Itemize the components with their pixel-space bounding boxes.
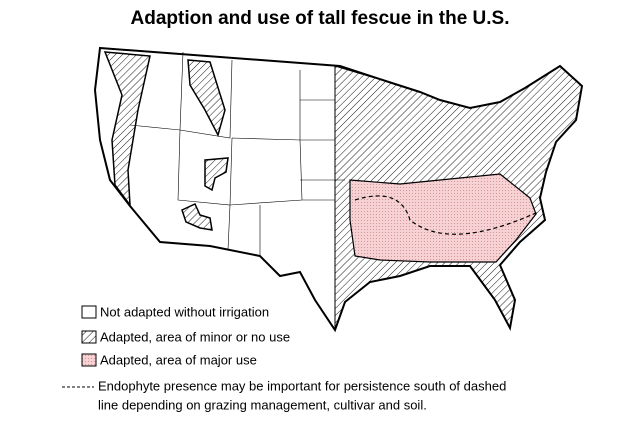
legend-swatch: [81, 330, 97, 344]
state-borders: [129, 51, 345, 256]
legend-label: Adapted, area of minor or no use: [100, 329, 290, 344]
west-patch: [187, 59, 226, 138]
legend: Not adapted without irrigation Adapted, …: [62, 304, 506, 412]
major-use-region: [349, 173, 537, 263]
legend-note: line depending on grazing management, cu…: [98, 397, 427, 412]
map-title: Adaption and use of tall fescue in the U…: [131, 8, 510, 29]
legend-swatch: [81, 305, 97, 319]
west-patch: [181, 203, 213, 231]
legend-label: Not adapted without irrigation: [100, 304, 269, 319]
endophyte-line: [354, 195, 539, 235]
legend-swatch: [81, 353, 97, 367]
us-map: [93, 46, 584, 333]
west-patch: [204, 157, 229, 192]
west-patch: [103, 51, 151, 208]
legend-label: Adapted, area of major use: [100, 352, 257, 367]
legend-note: Endophyte presence may be important for …: [98, 378, 506, 393]
